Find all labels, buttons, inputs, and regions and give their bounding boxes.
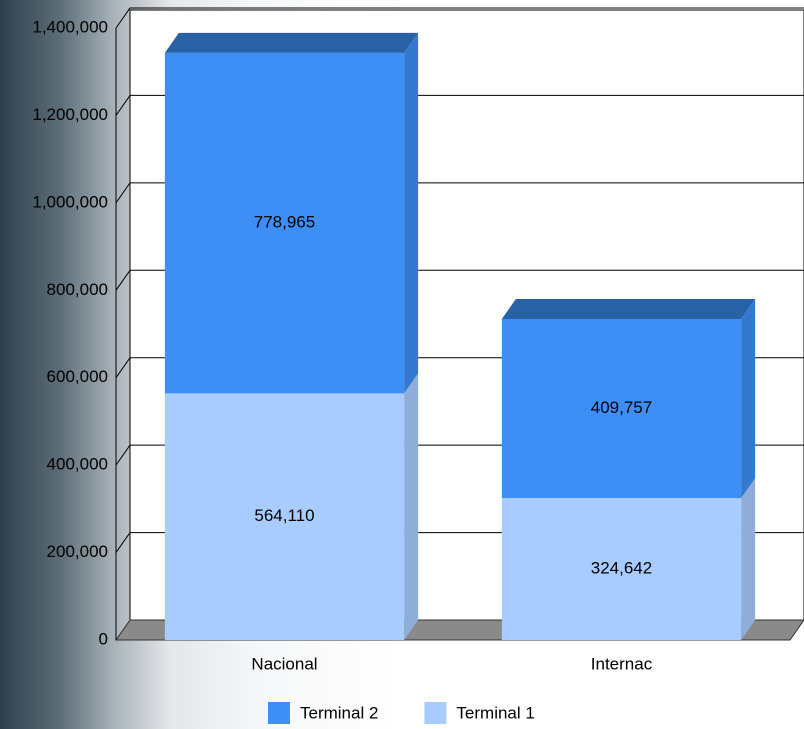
legend-swatch <box>268 702 290 724</box>
legend-swatch <box>424 702 447 724</box>
grid-line <box>115 182 804 204</box>
bar-side <box>741 478 756 640</box>
bar <box>501 498 742 640</box>
y-tick-label: 400,000 <box>47 455 108 474</box>
bar-side <box>404 32 419 394</box>
value-label: 778,965 <box>254 213 315 232</box>
bar <box>164 393 405 640</box>
y-tick-label: 1,200,000 <box>32 105 108 124</box>
bar-top <box>164 32 419 53</box>
y-tick-label: 600,000 <box>47 367 108 386</box>
y-tick-label: 200,000 <box>47 542 108 561</box>
x-tick-label: Internac <box>591 654 653 673</box>
bar <box>501 318 742 499</box>
y-tick-label: 0 <box>99 629 108 648</box>
bar-side <box>741 298 756 499</box>
y-tick-label: 1,400,000 <box>32 17 108 36</box>
value-label: 564,110 <box>254 506 314 525</box>
legend-label: Terminal 1 <box>456 703 534 722</box>
legend-label: Terminal 2 <box>300 703 378 722</box>
bar-top <box>501 298 756 319</box>
y-tick-label: 1,000,000 <box>32 192 108 211</box>
grid-line <box>115 7 804 29</box>
x-tick-label: Nacional <box>251 654 317 673</box>
grid-line <box>115 269 804 291</box>
value-label: 409,757 <box>591 398 652 417</box>
y-tick-label: 800,000 <box>47 280 108 299</box>
bar <box>164 52 405 394</box>
bar-side <box>404 373 419 640</box>
value-label: 324,642 <box>591 559 652 578</box>
grid-line <box>115 94 804 116</box>
